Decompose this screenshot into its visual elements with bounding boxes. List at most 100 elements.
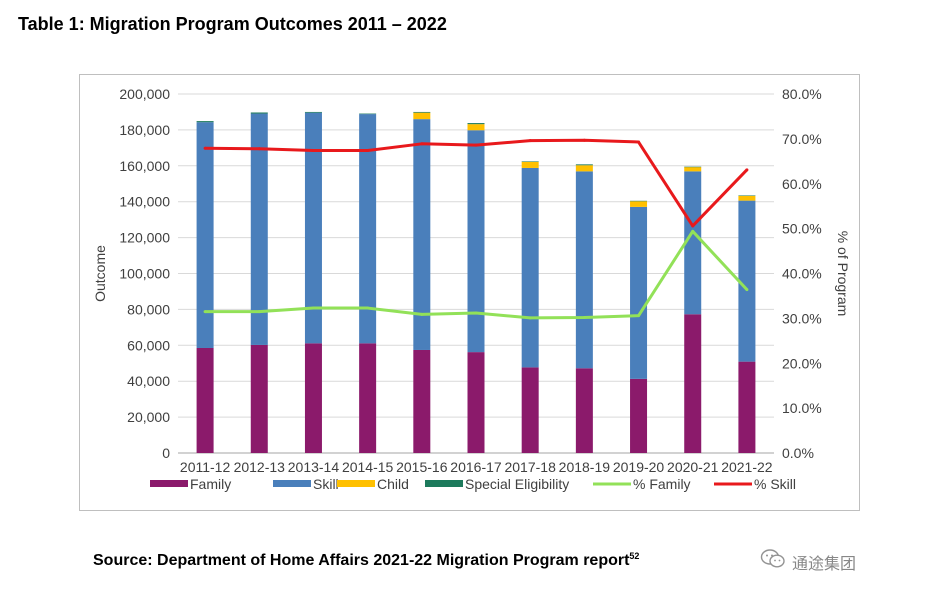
bar-family — [575, 368, 593, 453]
y2-axis-title: % of Program — [835, 231, 851, 317]
x-tick-label: 2014-15 — [342, 459, 394, 475]
bar-special-eligibility — [250, 112, 268, 114]
bar-skill — [630, 206, 648, 379]
legend-label-child: Child — [377, 476, 409, 492]
y-tick-label: 40,000 — [127, 373, 170, 389]
bar-child — [738, 195, 756, 201]
x-tick-label: 2016-17 — [450, 459, 502, 475]
bar-child — [467, 124, 485, 131]
watermark: 通途集团 — [760, 548, 856, 575]
x-tick-label: 2011-12 — [180, 459, 231, 475]
bar-child — [413, 112, 431, 120]
y-tick-label: 180,000 — [119, 122, 170, 138]
point-family — [582, 315, 586, 319]
point-family — [745, 288, 749, 292]
legend-label-skill: % Skill — [754, 476, 796, 492]
y2-tick-label: 50.0% — [782, 221, 822, 237]
bar-child — [630, 201, 648, 207]
x-tick-label: 2012-13 — [234, 459, 286, 475]
point-skill — [637, 140, 641, 144]
bar-skill — [684, 171, 702, 315]
y-tick-label: 20,000 — [127, 409, 170, 425]
bar-special-eligibility — [467, 123, 485, 125]
y2-tick-label: 60.0% — [782, 176, 822, 192]
y2-tick-label: 40.0% — [782, 266, 822, 282]
bar-special-eligibility — [304, 111, 322, 113]
x-tick-label: 2019-20 — [613, 459, 665, 475]
y-tick-label: 160,000 — [119, 158, 170, 174]
bar-special-eligibility — [575, 164, 593, 166]
bar-family — [738, 361, 756, 453]
bar-skill — [521, 167, 539, 368]
y-tick-label: 60,000 — [127, 337, 170, 353]
point-family — [257, 310, 261, 314]
chart-frame: 0 20,000 40,000 60,000 80,000 100,000 120,000 1… — [79, 74, 860, 511]
legend-swatch-skill — [273, 480, 311, 487]
y-tick-label: 200,000 — [119, 86, 170, 102]
bar-family — [684, 314, 702, 453]
point-skill — [366, 149, 370, 153]
page-title: Table 1: Migration Program Outcomes 2011… — [18, 14, 447, 34]
x-tick-label: 2018-19 — [559, 459, 611, 475]
bar-skill — [467, 130, 485, 353]
y2-tick-label: 10.0% — [782, 400, 822, 416]
point-skill — [420, 142, 424, 146]
x-tick-label: 2013-14 — [288, 459, 340, 475]
x-tick-label: 2017-18 — [504, 459, 556, 475]
source-footnote: 52 — [629, 551, 640, 561]
bar-special-eligibility — [738, 195, 756, 196]
point-skill — [582, 138, 586, 142]
bar-family — [359, 343, 377, 453]
source-note: Source: Department of Home Affairs 2021-… — [93, 551, 639, 570]
bar-family — [467, 352, 485, 453]
point-family — [311, 306, 315, 310]
point-skill — [257, 147, 261, 151]
bar-family — [521, 367, 539, 453]
legend-swatch-child — [337, 480, 375, 487]
bar-skill — [575, 171, 593, 369]
point-skill — [528, 139, 532, 143]
bar-special-eligibility — [359, 113, 377, 115]
bar-family — [250, 344, 268, 453]
y-tick-label: 0 — [162, 445, 170, 461]
y-tick-label: 80,000 — [127, 301, 170, 317]
point-skill — [474, 143, 478, 147]
bar-skill — [359, 114, 377, 344]
point-skill — [691, 224, 695, 228]
watermark-text: 通途集团 — [792, 553, 857, 573]
legend-label-skill: Skill — [313, 476, 339, 492]
bar-child — [575, 165, 593, 172]
point-skill — [745, 168, 749, 172]
legend-swatch-special-eligibility — [425, 480, 463, 487]
y-tick-label: 120,000 — [119, 230, 170, 246]
x-tick-label: 2020-21 — [667, 459, 719, 475]
legend-label-family: Family — [190, 476, 231, 492]
y-tick-label: 140,000 — [119, 194, 170, 210]
bar-child — [684, 167, 702, 172]
bar-family — [413, 349, 431, 453]
bar-child — [521, 161, 539, 168]
bar-skill — [413, 119, 431, 350]
y2-tick-label: 30.0% — [782, 310, 822, 326]
bar-skill — [304, 112, 322, 344]
y-tick-label: 100,000 — [119, 266, 170, 282]
bar-special-eligibility — [684, 166, 702, 168]
point-family — [203, 310, 207, 314]
point-family — [637, 314, 641, 318]
y-axis-title: Outcome — [92, 245, 108, 302]
bar-special-eligibility — [413, 111, 431, 113]
bar-special-eligibility — [630, 200, 648, 202]
y2-tick-label: 20.0% — [782, 355, 822, 371]
source-text: Source: Department of Home Affairs 2021-… — [93, 552, 630, 569]
y2-tick-label: 80.0% — [782, 86, 822, 102]
point-family — [366, 306, 370, 310]
point-skill — [203, 146, 207, 150]
legend-label-family: % Family — [633, 476, 691, 492]
legend-label-special-eligibility: Special Eligibility — [465, 476, 569, 492]
legend-swatch-family — [150, 480, 188, 487]
y2-tick-label: 0.0% — [782, 445, 814, 461]
y2-tick-label: 70.0% — [782, 131, 822, 147]
point-family — [474, 311, 478, 315]
bar-family — [196, 347, 214, 453]
bar-special-eligibility — [521, 161, 539, 162]
